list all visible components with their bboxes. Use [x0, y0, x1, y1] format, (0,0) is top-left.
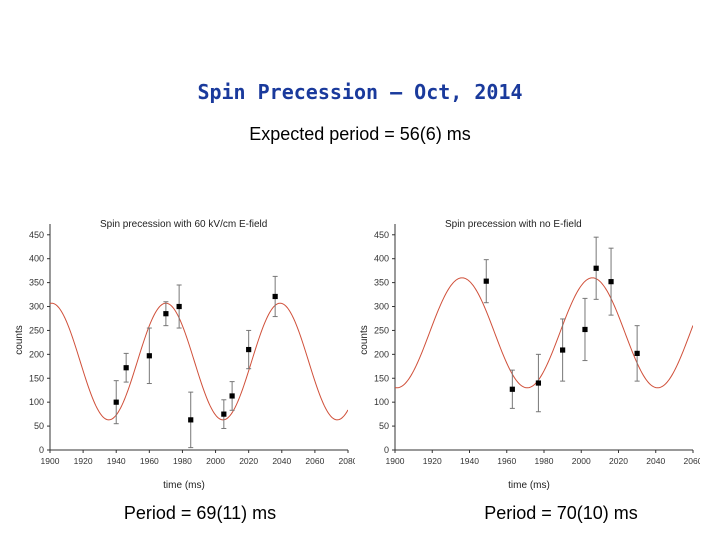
chart-no-e-field: Spin precession with no E-field 0 50 100 150… [359, 219, 700, 491]
x-tick-label: 2040 [646, 456, 665, 466]
data-point [188, 417, 194, 423]
data-point [634, 350, 640, 356]
data-point [176, 303, 182, 310]
x-tick-label: 2060 [684, 456, 700, 466]
data-point [483, 278, 489, 284]
y-tick-label: 100 [29, 397, 44, 407]
x-tick-label: 1920 [74, 456, 93, 466]
data-point [221, 411, 227, 417]
y-tick-label: 50 [34, 421, 44, 431]
y-tick-label: 250 [29, 325, 44, 335]
data-point [608, 279, 614, 285]
chart-title: Spin precession with no E-field [445, 219, 582, 230]
data-point [593, 265, 599, 271]
x-tick-label: 1900 [386, 456, 405, 466]
y-tick-label: 300 [374, 302, 389, 312]
y-tick-label: 150 [29, 373, 44, 383]
y-axis-label: counts [14, 325, 25, 354]
x-tick-label: 1960 [497, 456, 516, 466]
x-tick-label: 1960 [140, 456, 159, 466]
data-point [113, 399, 119, 405]
data-point [535, 380, 542, 386]
y-tick-label: 350 [374, 278, 389, 288]
x-tick-label: 1940 [107, 456, 126, 466]
y-axis-label: counts [359, 325, 370, 354]
data-point [272, 293, 278, 300]
x-tick-label: 2000 [206, 456, 225, 466]
y-tick-label: 50 [379, 421, 389, 431]
fit-curve [50, 302, 348, 421]
data-point [509, 386, 515, 392]
y-tick-label: 200 [374, 349, 389, 359]
expected-period-text: Expected period = 56(6) ms [249, 124, 471, 144]
fit-curve [395, 277, 693, 389]
y-tick-label: 250 [374, 325, 389, 335]
data-point [123, 365, 129, 371]
data-point [163, 311, 169, 317]
x-tick-label: 2040 [272, 456, 291, 466]
x-tick-label: 2020 [239, 456, 258, 466]
x-axis-label: time (ms) [508, 480, 550, 491]
slide-title: Spin Precession – Oct, 2014 [197, 80, 523, 104]
data-point [246, 346, 252, 353]
x-tick-label: 2000 [572, 456, 591, 466]
x-tick-label: 2060 [305, 456, 324, 466]
data-point [146, 353, 152, 359]
y-tick-label: 450 [29, 230, 44, 240]
period-caption-left: Period = 69(11) ms [123, 503, 277, 523]
y-tick-label: 150 [374, 373, 389, 383]
x-tick-label: 1980 [535, 456, 554, 466]
y-tick-label: 100 [374, 397, 389, 407]
y-tick-label: 300 [29, 302, 44, 312]
data-point [582, 326, 588, 333]
x-tick-label: 2020 [609, 456, 628, 466]
period-caption-right: Period = 70(10) ms [484, 503, 638, 523]
x-tick-label: 1940 [460, 456, 479, 466]
data-point [229, 393, 235, 399]
x-tick-label: 1900 [41, 456, 60, 466]
x-axis-label: time (ms) [163, 480, 205, 491]
y-tick-label: 0 [39, 445, 44, 455]
y-tick-label: 0 [384, 445, 389, 455]
y-tick-label: 400 [29, 254, 44, 264]
data-point [560, 347, 566, 353]
x-tick-label: 2080 [339, 456, 355, 466]
x-tick-label: 1980 [173, 456, 192, 466]
y-tick-label: 450 [374, 230, 389, 240]
chart-e-field: Spin precession with 60 kV/cm E-field 0 50… [14, 219, 355, 491]
y-tick-label: 200 [29, 349, 44, 359]
y-tick-label: 400 [374, 254, 389, 264]
y-tick-label: 350 [29, 278, 44, 288]
chart-title: Spin precession with 60 kV/cm E-field [100, 219, 267, 230]
x-tick-label: 1920 [423, 456, 442, 466]
